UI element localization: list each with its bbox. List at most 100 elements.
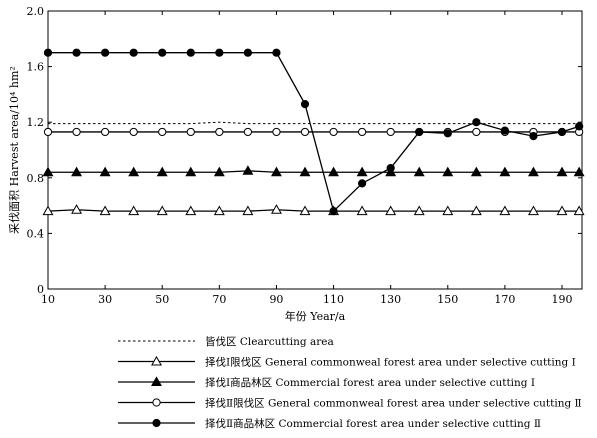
data-point-marker <box>272 127 281 137</box>
data-point-marker <box>156 205 168 216</box>
data-point-marker <box>158 48 167 57</box>
data-point-marker <box>356 205 368 216</box>
data-point-marker <box>243 48 252 57</box>
x-tick-label: 30 <box>98 293 112 306</box>
data-point-marker <box>185 205 197 216</box>
data-point-marker <box>356 166 368 177</box>
data-point-marker <box>300 127 310 137</box>
data-point-marker <box>242 205 254 216</box>
data-point-marker <box>101 48 110 57</box>
data-point-marker <box>299 166 311 177</box>
data-point-marker <box>499 166 511 177</box>
data-point-marker <box>272 48 281 57</box>
plot-frame <box>47 10 583 290</box>
data-point-marker <box>500 126 509 135</box>
data-point-marker <box>185 166 197 177</box>
data-point-marker <box>151 376 162 386</box>
data-point-marker <box>42 205 54 216</box>
legend-item: 择伐Ⅰ商品林区 Commercial forest area under sel… <box>118 376 535 389</box>
data-point-marker <box>300 100 310 109</box>
data-point-marker <box>385 205 397 216</box>
x-tick-label: 170 <box>494 293 515 306</box>
data-point-marker <box>42 166 54 177</box>
data-point-marker <box>413 166 425 177</box>
data-point-marker <box>556 205 568 216</box>
data-point-marker <box>299 205 311 216</box>
data-point-marker <box>470 166 482 177</box>
x-tick-label: 90 <box>269 293 283 306</box>
data-point-marker <box>413 205 425 216</box>
legend-item: 择伐Ⅱ限伐区 General commonweal forest area un… <box>118 397 582 410</box>
data-point-marker <box>43 48 53 57</box>
data-point-marker <box>71 204 83 214</box>
series-1 <box>48 121 580 125</box>
x-tick-label: 110 <box>323 293 344 306</box>
y-tick-label: 0.8 <box>27 172 45 185</box>
y-tick-label: 1.6 <box>27 61 45 74</box>
series-5 <box>43 48 584 216</box>
data-point-marker <box>329 207 338 216</box>
y-axis-title: 采伐面积 Harvest area/10⁴ hm² <box>8 66 21 234</box>
x-tick-label: 70 <box>212 293 226 306</box>
legend-item: 择伐Ⅱ商品林区 Commercial forest area under sel… <box>118 417 541 430</box>
data-point-marker <box>442 205 454 216</box>
series-3 <box>42 165 585 177</box>
data-point-marker <box>358 127 367 137</box>
data-point-marker <box>71 166 83 177</box>
data-point-marker <box>129 127 138 137</box>
data-point-marker <box>470 205 482 216</box>
x-axis-title: 年份 Year/a <box>285 309 346 323</box>
legend-label: 择伐Ⅰ限伐区 General commonweal forest area un… <box>205 356 576 369</box>
series-line <box>48 170 580 173</box>
legend-item: 皆伐区 Clearcutting area <box>118 336 334 348</box>
data-point-marker <box>527 166 539 177</box>
x-tick-label: 190 <box>552 293 573 306</box>
y-tick-label: 0 <box>37 283 44 296</box>
legend: 皆伐区 Clearcutting area 择伐Ⅰ限伐区 General comm… <box>118 336 582 430</box>
data-point-marker <box>213 205 225 216</box>
data-point-marker <box>215 127 224 137</box>
series-line <box>48 52 580 213</box>
data-point-marker <box>386 163 395 173</box>
y-tick-label: 1.2 <box>27 116 45 129</box>
data-point-marker <box>213 166 225 177</box>
legend-label: 择伐Ⅱ限伐区 General commonweal forest area un… <box>205 397 582 410</box>
data-point-marker <box>358 179 367 188</box>
data-point-marker <box>527 205 539 216</box>
series-2 <box>42 204 585 216</box>
data-point-marker <box>72 48 81 57</box>
data-point-marker <box>270 204 282 214</box>
data-point-marker <box>242 165 254 175</box>
data-point-marker <box>573 205 585 216</box>
data-point-marker <box>472 118 481 127</box>
data-point-marker <box>328 166 340 177</box>
data-point-marker <box>529 132 538 141</box>
series-layer <box>42 48 585 216</box>
legend-item: 择伐Ⅰ限伐区 General commonweal forest area un… <box>118 356 576 369</box>
data-point-marker <box>575 122 584 131</box>
data-point-marker <box>186 127 195 137</box>
series-line <box>47 209 580 212</box>
data-point-marker <box>152 398 161 407</box>
data-point-marker <box>557 127 567 137</box>
x-axis-ticks: 10 30 50 70 90 110 130 150 170 190 <box>41 11 573 306</box>
data-point-marker <box>152 418 161 428</box>
data-point-marker <box>129 48 138 57</box>
data-point-marker <box>151 355 162 366</box>
y-axis-ticks: 0 0.4 0.8 1.2 1.6 2.0 <box>27 5 582 296</box>
data-point-marker <box>186 48 195 57</box>
x-tick-label: 10 <box>41 293 55 306</box>
y-tick-label: 2.0 <box>27 5 45 18</box>
data-point-marker <box>99 205 111 216</box>
legend-label: 皆伐区 Clearcutting area <box>205 336 334 348</box>
data-point-marker <box>128 166 140 177</box>
x-tick-label: 130 <box>380 293 401 306</box>
data-point-marker <box>415 127 424 137</box>
data-point-marker <box>158 127 167 137</box>
data-point-marker <box>386 127 395 137</box>
data-point-marker <box>329 127 338 137</box>
data-point-marker <box>72 127 81 137</box>
series-line <box>48 121 580 125</box>
data-point-marker <box>472 127 481 137</box>
